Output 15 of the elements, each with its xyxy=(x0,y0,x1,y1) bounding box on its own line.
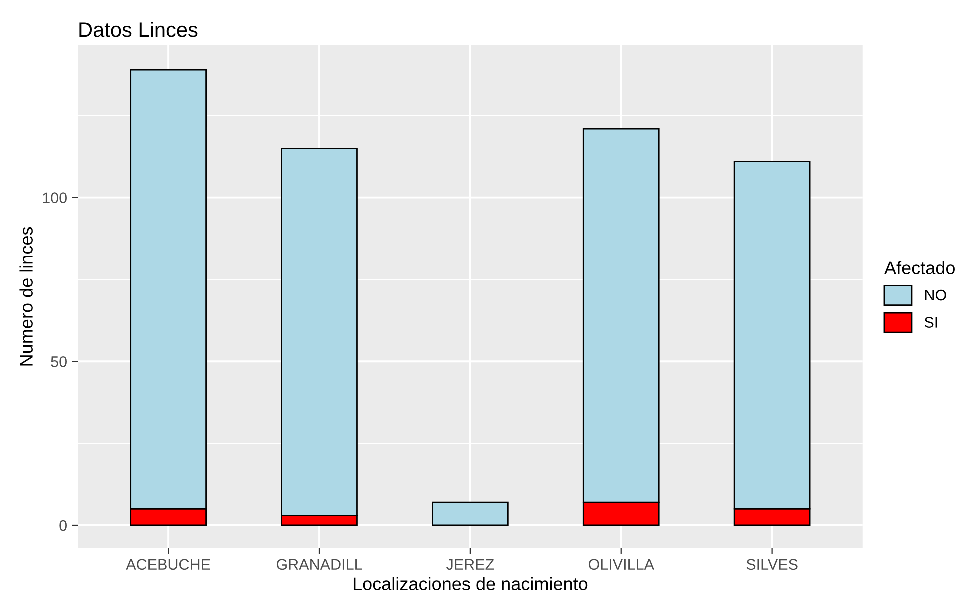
y-tick-label: 50 xyxy=(51,356,67,368)
legend-label: SI xyxy=(924,317,938,328)
x-tick-label: ACEBUCHE xyxy=(126,559,210,570)
x-tick-label: GRANADILL xyxy=(276,559,362,570)
y-axis-title: Numero de linces xyxy=(20,227,33,366)
y-tick-label: 0 xyxy=(60,520,67,532)
legend-title: Afectado xyxy=(884,261,955,275)
legend-label: NO xyxy=(925,290,946,301)
x-tick-label: OLIVILLA xyxy=(588,559,654,570)
x-axis-title: Localizaciones de nacimiento xyxy=(354,577,588,591)
bar xyxy=(432,502,509,526)
chart-title: Datos Linces xyxy=(80,22,198,38)
y-tick-label: 100 xyxy=(43,192,67,204)
x-tick-label: JEREZ xyxy=(446,559,494,570)
x-tick-label: SILVES xyxy=(746,559,798,570)
